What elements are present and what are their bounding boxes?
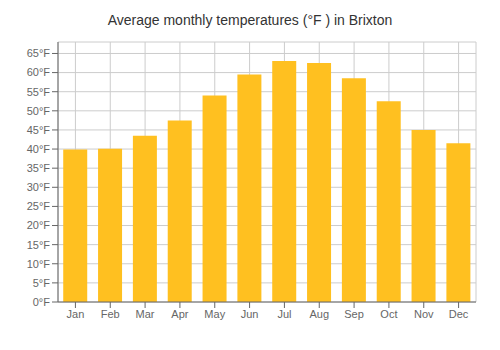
svg-text:Jan: Jan bbox=[67, 308, 85, 320]
svg-text:Nov: Nov bbox=[414, 308, 434, 320]
svg-text:Jun: Jun bbox=[241, 308, 259, 320]
svg-text:50°F: 50°F bbox=[27, 105, 51, 117]
svg-text:Dec: Dec bbox=[449, 308, 469, 320]
svg-text:10°F: 10°F bbox=[27, 258, 51, 270]
svg-text:20°F: 20°F bbox=[27, 219, 51, 231]
svg-text:25°F: 25°F bbox=[27, 200, 51, 212]
svg-text:55°F: 55°F bbox=[27, 86, 51, 98]
svg-text:Mar: Mar bbox=[136, 308, 155, 320]
svg-text:Sep: Sep bbox=[344, 308, 364, 320]
svg-text:0°F: 0°F bbox=[33, 296, 51, 308]
svg-text:Feb: Feb bbox=[101, 308, 120, 320]
svg-text:Jul: Jul bbox=[277, 308, 291, 320]
html-text:Average monthly temperatures (: Average monthly temperatures (°F ) in Br… bbox=[107, 12, 393, 28]
svg-text:45°F: 45°F bbox=[27, 124, 51, 136]
svg-text:15°F: 15°F bbox=[27, 239, 51, 251]
svg-text:Oct: Oct bbox=[380, 308, 397, 320]
svg-text:Aug: Aug bbox=[309, 308, 329, 320]
svg-text:60°F: 60°F bbox=[27, 66, 51, 78]
svg-text:Apr: Apr bbox=[171, 308, 188, 320]
svg-text:5°F: 5°F bbox=[33, 277, 51, 289]
svg-text:30°F: 30°F bbox=[27, 181, 51, 193]
svg-text:40°F: 40°F bbox=[27, 143, 51, 155]
svg-text:35°F: 35°F bbox=[27, 162, 51, 174]
svg-text:65°F: 65°F bbox=[27, 47, 51, 59]
svg-text:May: May bbox=[204, 308, 225, 320]
